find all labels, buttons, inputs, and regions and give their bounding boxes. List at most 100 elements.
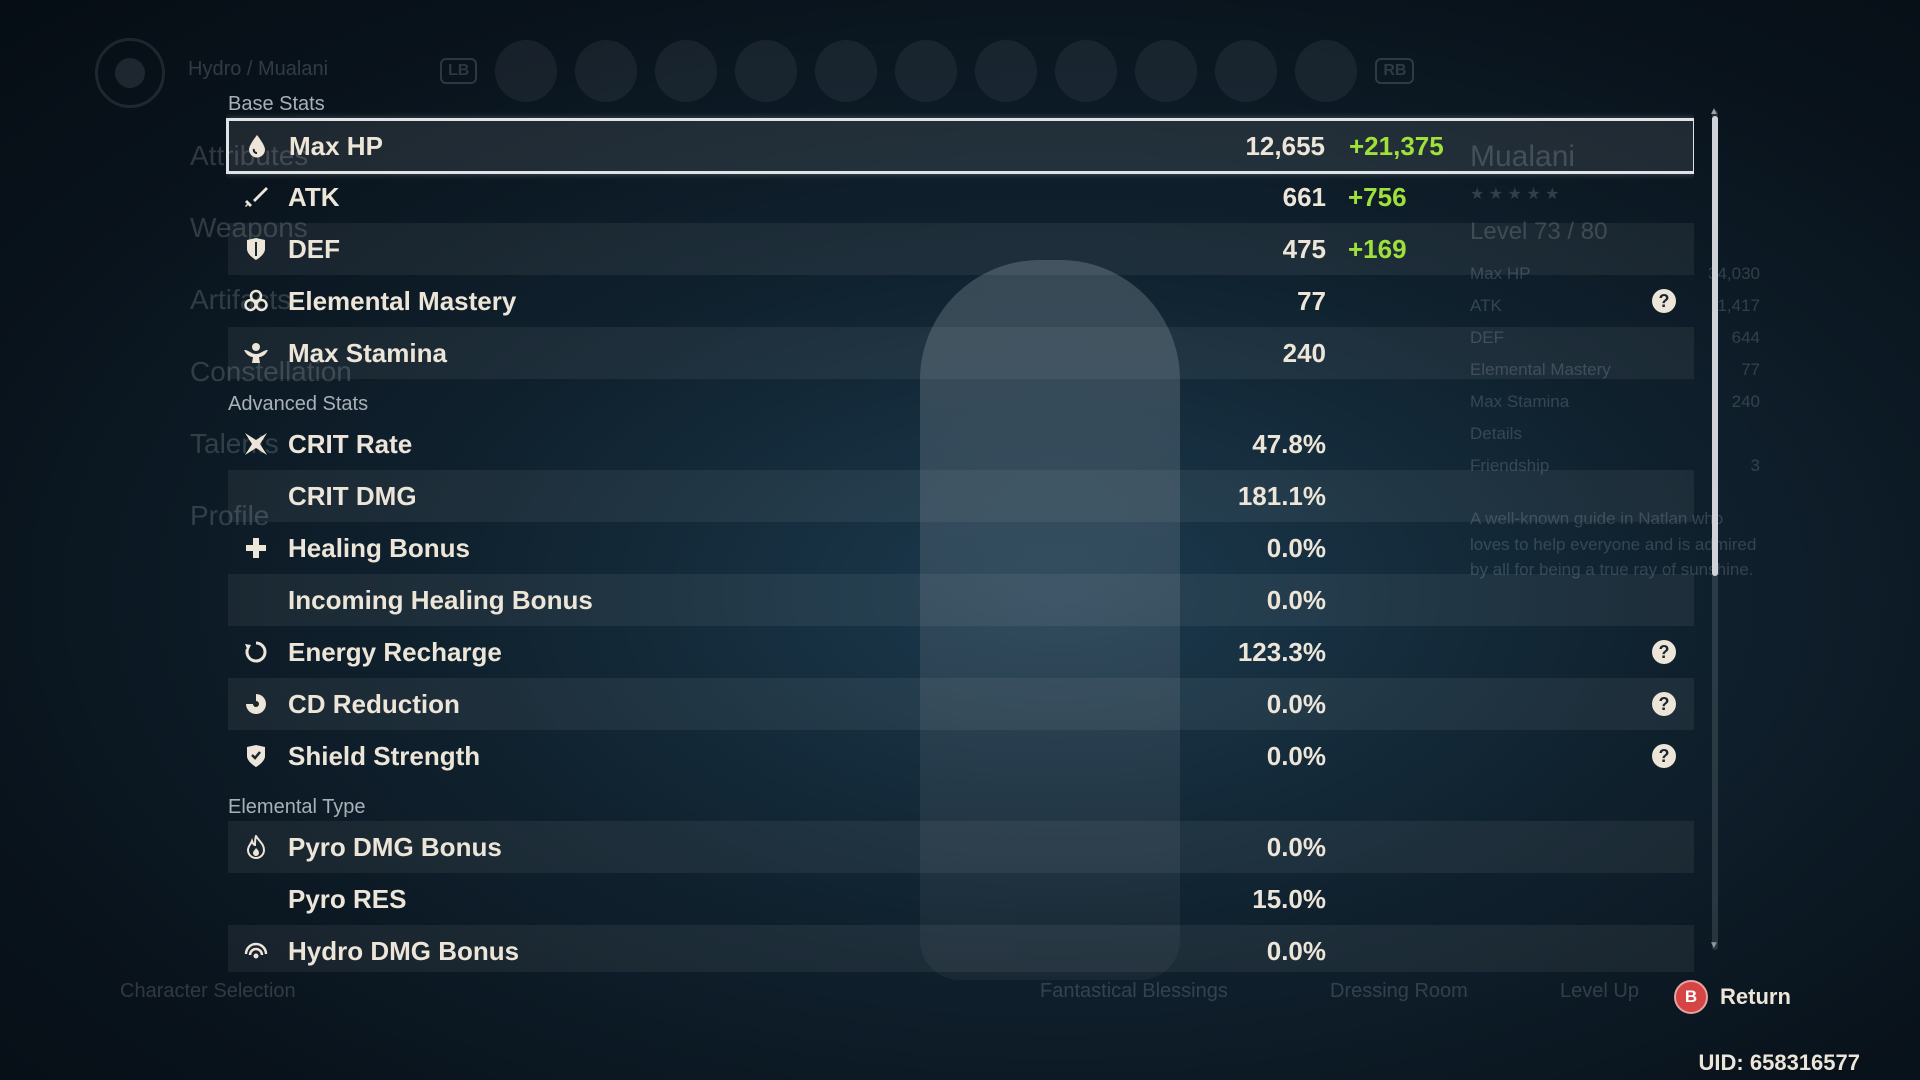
- attribute-stats-list: Base Stats Max HP 12,655 +21,375 ATK 661…: [226, 90, 1694, 972]
- crit-icon: [242, 430, 270, 458]
- stat-value: 0.0%: [1266, 584, 1326, 615]
- stat-row-max-hp[interactable]: Max HP 12,655 +21,375: [226, 118, 1694, 174]
- cd-reduction-icon: [242, 690, 270, 718]
- stat-label: Elemental Mastery: [288, 285, 517, 316]
- stat-value: 47.8%: [1252, 428, 1326, 459]
- menu-item: Attributes: [190, 140, 309, 171]
- stat-bonus: +169: [1348, 233, 1407, 264]
- character-figure: [920, 260, 1180, 980]
- stat-label: Max Stamina: [288, 337, 447, 368]
- stat-row-cd-reduction[interactable]: CD Reduction 0.0% ?: [228, 678, 1694, 730]
- return-button[interactable]: B Return: [1674, 980, 1791, 1014]
- scroll-up-arrow-icon[interactable]: ▲: [1709, 106, 1719, 117]
- character-name: Mualani: [1470, 140, 1576, 173]
- character-portrait: [575, 40, 638, 102]
- friendship-row: Friendship 3: [1470, 456, 1760, 475]
- stat-bonus: +756: [1348, 181, 1407, 212]
- rb-button-icon: RB: [1375, 58, 1415, 84]
- stat-value: 661: [1282, 181, 1326, 212]
- side-stat-row: Elemental Mastery 77: [1470, 360, 1760, 379]
- stat-value: 475: [1282, 233, 1326, 264]
- stat-row-elemental-mastery[interactable]: Elemental Mastery 77 ?: [228, 275, 1694, 327]
- help-icon[interactable]: ?: [1652, 692, 1676, 716]
- stat-row-crit-dmg[interactable]: CRIT DMG 181.1%: [228, 470, 1694, 522]
- elemental-mastery-icon: [242, 287, 270, 315]
- character-portrait: [975, 40, 1038, 102]
- stat-row-atk[interactable]: ATK 661 +756: [228, 171, 1694, 223]
- stat-row-pyro-dmg-bonus[interactable]: Pyro DMG Bonus 0.0%: [228, 821, 1694, 873]
- stat-row-energy-recharge[interactable]: Energy Recharge 123.3% ?: [228, 626, 1694, 678]
- character-info-panel: Mualani ★ ★ ★ ★ ★ Level 73 / 80 Max HP 34…: [1470, 140, 1760, 583]
- scrollbar-thumb[interactable]: [1712, 116, 1718, 576]
- stat-label: Healing Bonus: [288, 532, 471, 563]
- lb-button-icon: LB: [440, 58, 478, 84]
- details-row: Details: [1470, 424, 1522, 443]
- stat-value: 12,655: [1245, 130, 1325, 161]
- stat-value: 0.0%: [1266, 688, 1326, 719]
- stat-row-max-stamina[interactable]: Max Stamina 240: [228, 327, 1694, 379]
- stats-scrollbar[interactable]: [1712, 110, 1718, 950]
- stat-row-hydro-dmg-bonus[interactable]: Hydro DMG Bonus 0.0%: [228, 925, 1694, 972]
- side-stat-row: Max Stamina 240: [1470, 392, 1760, 411]
- stat-label: DEF: [288, 233, 340, 264]
- stat-label: Shield Strength: [288, 740, 481, 771]
- character-selection-hint: Character Selection: [120, 980, 296, 1002]
- shield-strength-icon: [242, 742, 270, 770]
- character-portrait: [655, 40, 718, 102]
- side-stat-row: Max HP 34,030: [1470, 264, 1760, 283]
- stat-value: 240: [1282, 337, 1326, 368]
- help-icon[interactable]: ?: [1652, 744, 1676, 768]
- hp-drop-icon: [243, 132, 271, 160]
- fantastical-blessings-hint: Fantastical Blessings: [1040, 980, 1228, 1002]
- stat-label: Incoming Healing Bonus: [288, 584, 593, 615]
- section-label-base-stats: Base Stats: [228, 93, 325, 115]
- character-portrait: [815, 40, 878, 102]
- stat-label: CRIT DMG: [288, 480, 417, 511]
- character-level: Level 73 / 80: [1470, 218, 1608, 245]
- hydro-icon: [242, 937, 270, 965]
- stat-value: 0.0%: [1266, 532, 1326, 563]
- menu-item: Talents: [190, 428, 279, 459]
- shield-icon: [242, 235, 270, 263]
- character-portrait: [1055, 40, 1118, 102]
- help-icon[interactable]: ?: [1652, 289, 1676, 313]
- menu-item: Artifacts: [190, 284, 292, 315]
- help-icon[interactable]: ?: [1652, 640, 1676, 664]
- energy-recharge-icon: [242, 638, 270, 666]
- stat-row-crit-rate[interactable]: CRIT Rate 47.8%: [228, 418, 1694, 470]
- stat-label: CRIT Rate: [288, 428, 413, 459]
- stat-value: 77: [1297, 285, 1326, 316]
- character-portrait-bar: LB RB: [440, 40, 1415, 102]
- stat-value: 0.0%: [1266, 831, 1326, 862]
- stat-bonus: +21,375: [1349, 130, 1444, 161]
- stat-row-def[interactable]: DEF 475 +169: [228, 223, 1694, 275]
- hydro-element-emblem-icon: [95, 38, 165, 108]
- menu-item: Profile: [190, 500, 270, 531]
- menu-item: Constellation: [190, 356, 352, 387]
- section-label-advanced-stats: Advanced Stats: [228, 393, 369, 415]
- breadcrumb: Hydro / Mualani: [188, 58, 329, 80]
- character-description: A well-known guide in Natlan who loves t…: [1470, 509, 1757, 579]
- stat-row-incoming-healing-bonus[interactable]: Incoming Healing Bonus 0.0%: [228, 574, 1694, 626]
- stamina-icon: [242, 339, 270, 367]
- stat-value: 0.0%: [1266, 740, 1326, 771]
- menu-item: Weapons: [190, 212, 308, 243]
- character-portrait: [735, 40, 798, 102]
- character-portrait: [1215, 40, 1278, 102]
- uid-label: UID: 658316577: [1698, 1050, 1860, 1075]
- side-stat-row: DEF 644: [1470, 328, 1760, 347]
- stat-row-healing-bonus[interactable]: Healing Bonus 0.0%: [228, 522, 1694, 574]
- stat-label: Energy Recharge: [288, 636, 502, 667]
- stat-row-shield-strength[interactable]: Shield Strength 0.0% ?: [228, 730, 1694, 782]
- level-up-hint: Level Up: [1560, 980, 1639, 1002]
- scroll-down-arrow-icon[interactable]: ▼: [1709, 940, 1719, 951]
- character-portrait: [1135, 40, 1198, 102]
- side-stat-row: ATK 1,417: [1470, 296, 1760, 315]
- stat-value: 0.0%: [1266, 935, 1326, 966]
- stat-row-pyro-res[interactable]: Pyro RES 15.0%: [228, 873, 1694, 925]
- stat-label: Hydro DMG Bonus: [288, 935, 520, 966]
- return-label: Return: [1720, 984, 1791, 1009]
- stat-label: Max HP: [289, 130, 383, 161]
- pyro-icon: [242, 833, 270, 861]
